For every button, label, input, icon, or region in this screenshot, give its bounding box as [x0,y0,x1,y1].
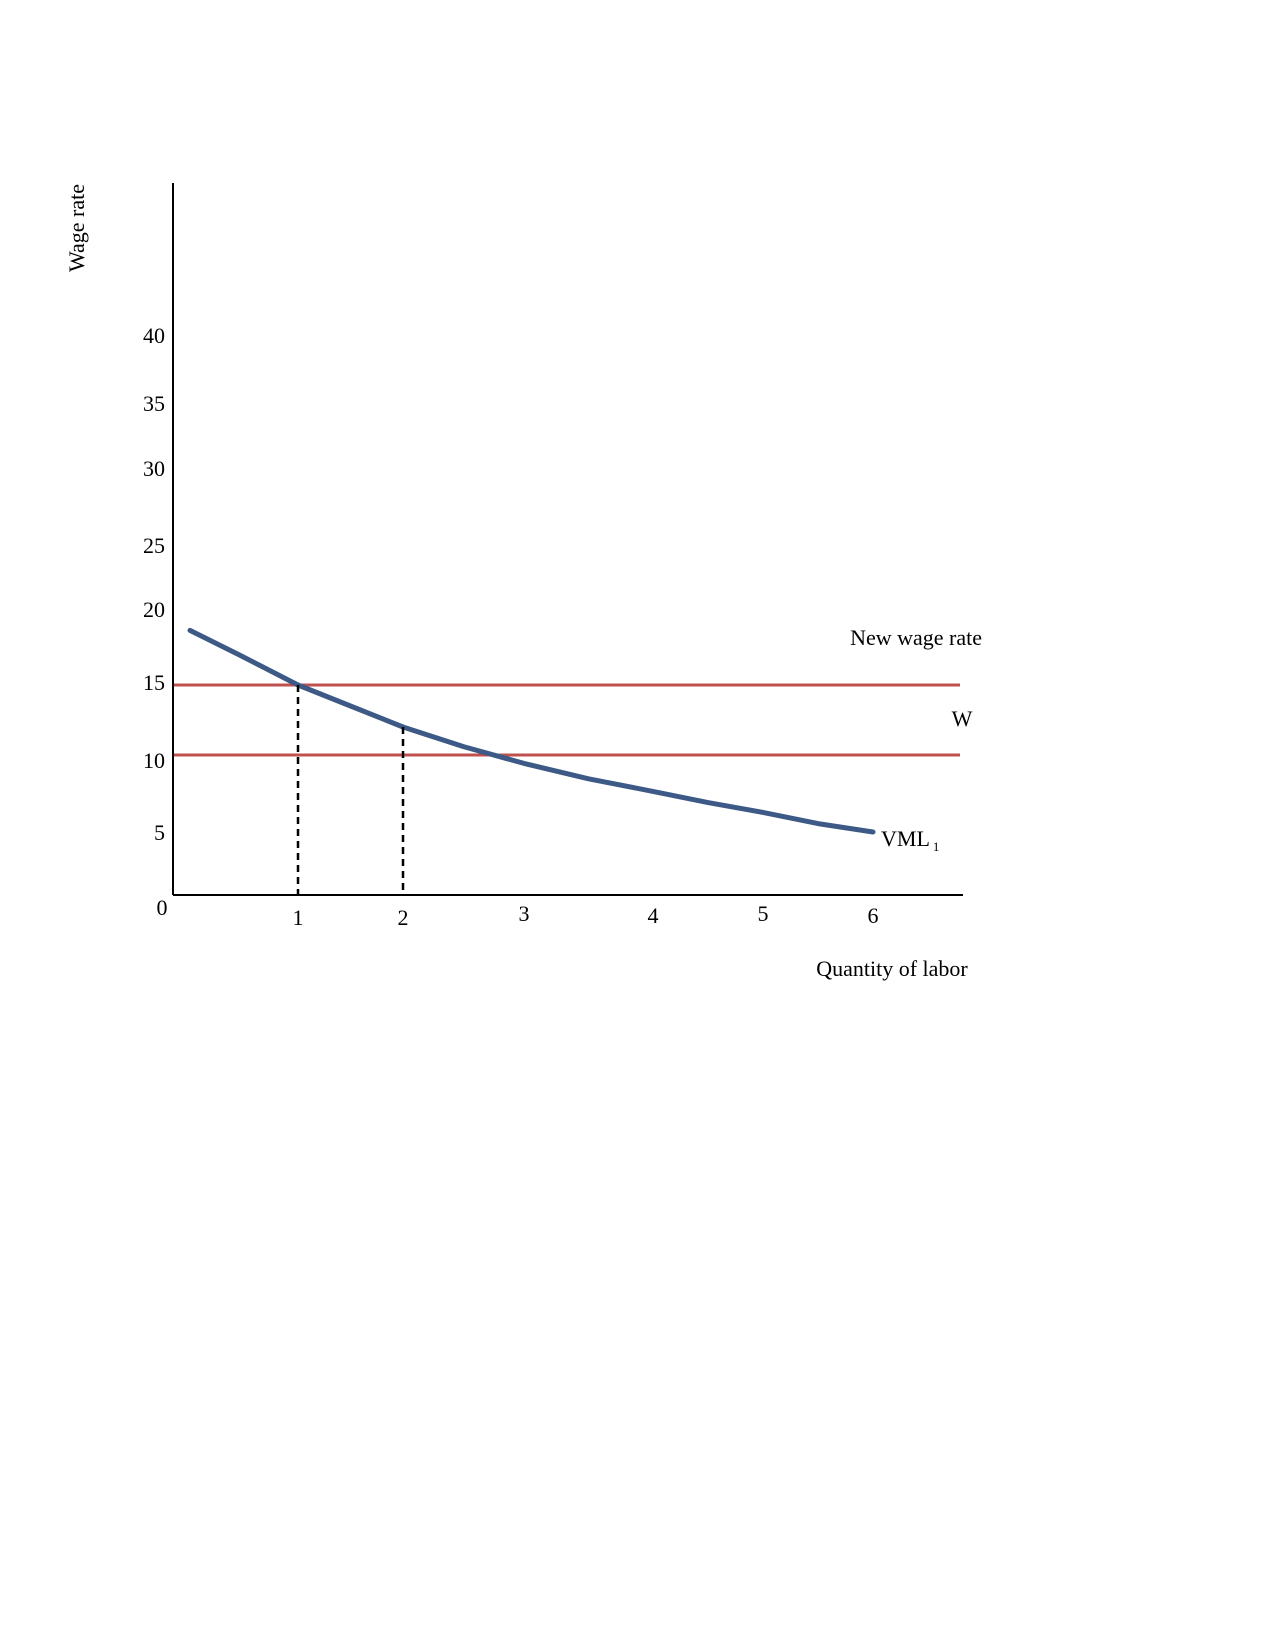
y-axis-title: Wage rate [64,184,89,272]
y-tick-label-10: 10 [143,748,165,773]
y-tick-label-5: 5 [154,820,165,845]
vml-label-text: VML [881,826,930,851]
plot-layer [173,627,960,895]
labels-layer: VML 1 New wage rate W [850,625,982,854]
new-wage-rate-label: New wage rate [850,625,982,650]
x-axis-title: Quantity of labor [816,956,968,981]
x-tick-label-3: 3 [519,901,530,926]
x-tick-label-5: 5 [758,901,769,926]
vml-label-subscript: 1 [933,839,940,854]
x-tick-label-4: 4 [648,903,659,928]
vml-curve-label: VML 1 [881,826,939,854]
y-tick-label-25: 25 [143,533,165,558]
y-tick-label-40: 40 [143,323,165,348]
vml-curve [187,627,876,835]
origin-label: 0 [157,895,168,920]
x-tick-label-2: 2 [398,905,409,930]
y-tick-label-35: 35 [143,391,165,416]
x-tick-label-6: 6 [868,903,879,928]
y-tick-label-20: 20 [143,597,165,622]
y-tick-label-15: 15 [143,670,165,695]
x-tick-label-1: 1 [293,905,304,930]
ticks-layer: 5 10 15 20 25 30 35 40 1 2 3 4 5 6 [143,323,879,930]
w-label: W [952,706,973,731]
y-tick-label-30: 30 [143,456,165,481]
